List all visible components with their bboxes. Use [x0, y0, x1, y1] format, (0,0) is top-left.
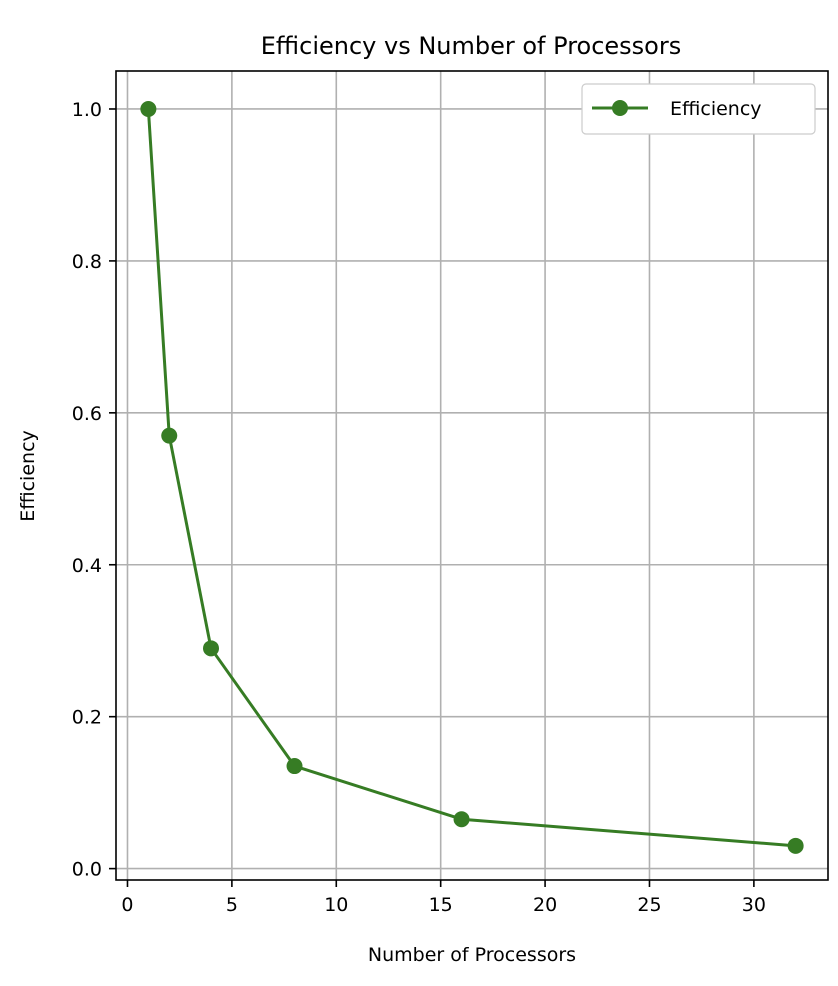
- chart-title: Efficiency vs Number of Processors: [261, 32, 681, 60]
- y-axis-label: Efficiency: [17, 430, 39, 522]
- data-point: [203, 640, 220, 657]
- x-tick-label: 30: [742, 894, 766, 916]
- data-point: [161, 427, 178, 444]
- x-tick-label: 0: [121, 894, 133, 916]
- legend-label: Efficiency: [670, 98, 762, 120]
- legend-box: [581, 83, 816, 135]
- x-axis-label: Number of Processors: [368, 944, 576, 966]
- legend-marker: [612, 100, 628, 116]
- y-tick-label: 0.4: [72, 555, 102, 577]
- series-layer: [140, 100, 804, 854]
- data-point: [140, 100, 157, 117]
- x-tick-label: 20: [533, 894, 557, 916]
- y-tick-label: 0.8: [72, 251, 102, 273]
- data-point: [453, 811, 470, 828]
- y-tick-label: 0.2: [72, 707, 102, 729]
- series-line-efficiency: [146, 108, 796, 848]
- y-tick-label: 0.6: [72, 403, 102, 425]
- x-tick-label: 5: [226, 894, 238, 916]
- data-point: [787, 837, 804, 854]
- x-tick-label: 15: [429, 894, 453, 916]
- data-point: [286, 758, 303, 775]
- legend: Efficiency: [581, 83, 816, 135]
- grid-layer: [116, 71, 828, 880]
- tick-layer: 0 5 10 15 20 25 30 0.0 0.2 0.4 0.6 0.8 1.0: [72, 99, 766, 916]
- y-tick-label: 1.0: [72, 99, 102, 121]
- plot-frame: [115, 70, 829, 881]
- y-tick-label: 0.0: [72, 859, 102, 881]
- x-tick-label: 10: [324, 894, 348, 916]
- x-tick-label: 25: [637, 894, 661, 916]
